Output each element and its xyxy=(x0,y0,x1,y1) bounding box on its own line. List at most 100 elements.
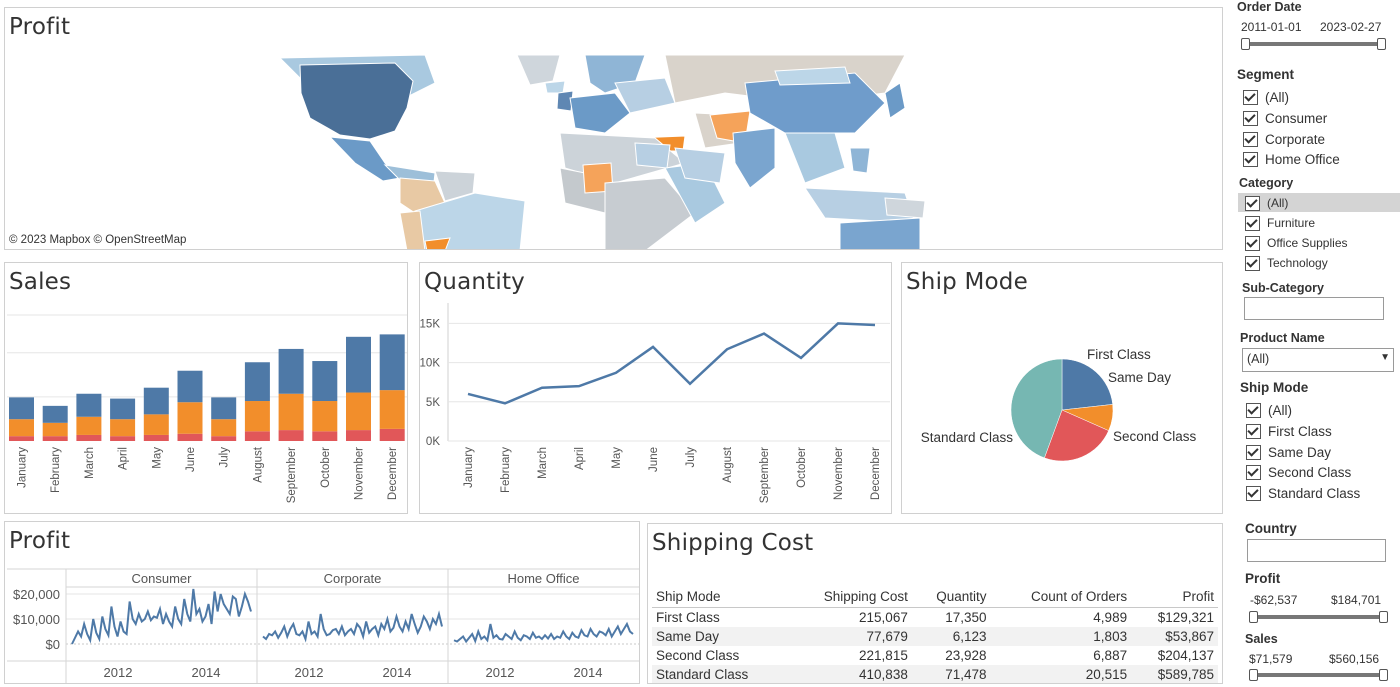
x-tick-label: December xyxy=(387,447,399,500)
x-tick-label: May xyxy=(611,447,623,469)
quantity-line-chart[interactable]: 0K 5K 10K 15K January February March April May Ju… xyxy=(420,263,892,514)
col-count-orders[interactable]: Count of Orders xyxy=(990,586,1132,608)
sales-bar-chart[interactable]: January February March April May June July Augu… xyxy=(5,263,408,514)
table-cell: 71,478 xyxy=(911,665,991,683)
x-tick-label: June xyxy=(648,447,660,472)
world-map[interactable] xyxy=(5,53,1223,250)
sales-bar-segment xyxy=(76,393,102,417)
profit-min-handle[interactable] xyxy=(1249,611,1258,623)
category-option-label: (All) xyxy=(1267,196,1289,210)
table-row[interactable]: Standard Class 410,838 71,478 20,515 $58… xyxy=(652,665,1218,683)
shipmode-label: Ship Mode xyxy=(1240,380,1309,395)
country-input[interactable] xyxy=(1247,539,1386,562)
sales-bar-segment xyxy=(143,434,169,441)
order-date-max-handle[interactable] xyxy=(1377,38,1386,50)
table-cell: 4,989 xyxy=(1093,610,1128,625)
x-tick-label: 2014 xyxy=(192,665,221,680)
category-option-label: Furniture xyxy=(1267,216,1316,230)
subcategory-input[interactable] xyxy=(1244,297,1384,320)
category-all-checkbox[interactable]: (All) xyxy=(1245,193,1288,213)
pie-label: Same Day xyxy=(1108,370,1171,385)
segment-consumer-checkbox[interactable]: Consumer xyxy=(1243,108,1327,128)
shipmode-first-class-checkbox[interactable]: First Class xyxy=(1246,421,1332,441)
segment-all-checkbox[interactable]: (All) xyxy=(1243,87,1289,107)
sales-bar-segment xyxy=(42,422,68,437)
sales-min-handle[interactable] xyxy=(1249,669,1258,681)
table-row[interactable]: Second Class 221,815 23,928 6,887 $204,1… xyxy=(652,646,1218,665)
segment-panel-header: Home Office xyxy=(507,571,579,586)
sales-bar-segment xyxy=(244,401,270,432)
sales-bar-segment xyxy=(211,397,237,420)
profit-min-value[interactable]: -$62,537 xyxy=(1250,593,1298,607)
order-date-slider[interactable] xyxy=(1244,42,1384,46)
sales-slider[interactable] xyxy=(1252,673,1384,677)
se-asia-region xyxy=(784,132,846,184)
sales-bar-segment xyxy=(346,336,371,393)
col-shipping-cost[interactable]: Shipping Cost xyxy=(787,586,912,608)
table-row[interactable]: First Class 215,067 17,350 4,989 $129,32… xyxy=(652,608,1218,628)
segment-panel-header: Consumer xyxy=(132,571,193,586)
profit-max-handle[interactable] xyxy=(1379,611,1388,623)
pie-slice xyxy=(1010,358,1063,459)
order-date-to[interactable]: 2023-02-27 xyxy=(1320,20,1382,34)
product-name-select[interactable]: (All) ▼ xyxy=(1242,348,1394,372)
sales-title: Sales xyxy=(9,269,72,295)
sales-bar-segment xyxy=(177,370,203,403)
ship-mode-pie-chart[interactable]: First Class Same Day Second Class Standard … xyxy=(902,263,1223,514)
category-office-supplies-checkbox[interactable]: Office Supplies xyxy=(1245,233,1348,253)
table-row[interactable]: Same Day 77,679 6,123 1,803 $53,867 xyxy=(652,627,1218,646)
segment-home-office-checkbox[interactable]: Home Office xyxy=(1243,149,1340,169)
sales-max-value[interactable]: $560,156 xyxy=(1329,652,1380,666)
profit-max-value[interactable]: $184,701 xyxy=(1331,593,1382,607)
x-tick-label: November xyxy=(354,447,366,500)
table-cell: 410,838 xyxy=(787,665,912,683)
shipmode-option-label: First Class xyxy=(1268,423,1332,439)
category-technology-checkbox[interactable]: Technology xyxy=(1245,253,1328,273)
saudi-region xyxy=(674,147,726,184)
sales-bar-segment xyxy=(42,436,68,441)
x-tick-label: April xyxy=(118,447,130,470)
sales-bar-segment xyxy=(110,436,136,441)
australia-region xyxy=(839,217,921,249)
checkbox-checked-icon xyxy=(1245,255,1260,271)
profit-series-line xyxy=(71,588,252,645)
col-quantity[interactable]: Quantity xyxy=(911,586,991,608)
y-tick-label: 10K xyxy=(420,358,440,370)
table-cell: $589,785 xyxy=(1131,665,1218,683)
checkbox-checked-icon xyxy=(1243,151,1258,167)
shipmode-standard-class-checkbox[interactable]: Standard Class xyxy=(1246,483,1360,503)
shipmode-same-day-checkbox[interactable]: Same Day xyxy=(1246,442,1331,462)
x-tick-label: August xyxy=(252,446,264,483)
shipmode-all-checkbox[interactable]: (All) xyxy=(1246,400,1292,420)
sales-min-value[interactable]: $71,579 xyxy=(1249,652,1293,666)
x-tick-label: September xyxy=(286,447,298,503)
profit-segment-chart[interactable]: $20,000 $10,000 $0 Consumer 2012 2014 Corporat… xyxy=(5,522,640,684)
checkbox-checked-icon xyxy=(1246,464,1261,480)
uk-region xyxy=(556,90,574,112)
segment-option-label: Consumer xyxy=(1265,110,1328,126)
col-profit[interactable]: Profit xyxy=(1131,586,1218,608)
product-name-label: Product Name xyxy=(1240,331,1325,345)
profit-segment-panel: Profit $20,000 $10,000 $0 Consumer 2012 2014 C… xyxy=(4,521,640,684)
profit-slider[interactable] xyxy=(1252,615,1384,619)
sales-max-handle[interactable] xyxy=(1379,669,1388,681)
sales-bar-segment xyxy=(42,405,68,423)
subcategory-label: Sub-Category xyxy=(1242,281,1324,295)
category-furniture-checkbox[interactable]: Furniture xyxy=(1245,213,1315,233)
ship-mode-panel: Ship Mode First Class Same Day Second Clas… xyxy=(901,262,1223,514)
shipmode-option-label: Second Class xyxy=(1268,464,1352,480)
map-attribution[interactable]: © 2023 Mapbox © OpenStreetMap xyxy=(9,234,187,246)
order-date-min-handle[interactable] xyxy=(1241,38,1250,50)
sales-bar-segment xyxy=(312,401,338,432)
segment-panel-header: Corporate xyxy=(324,571,382,586)
sales-bar-segment xyxy=(9,436,34,441)
table-cell: 17,350 xyxy=(945,610,987,625)
sales-bar-segment xyxy=(312,431,338,441)
segment-corporate-checkbox[interactable]: Corporate xyxy=(1243,129,1325,149)
egypt-region xyxy=(634,142,671,169)
order-date-from[interactable]: 2011-01-01 xyxy=(1241,20,1302,34)
pie-slice xyxy=(1044,409,1109,462)
sales-filter-label: Sales xyxy=(1245,632,1278,646)
col-ship-mode[interactable]: Ship Mode xyxy=(652,586,788,608)
shipmode-second-class-checkbox[interactable]: Second Class xyxy=(1246,462,1351,482)
